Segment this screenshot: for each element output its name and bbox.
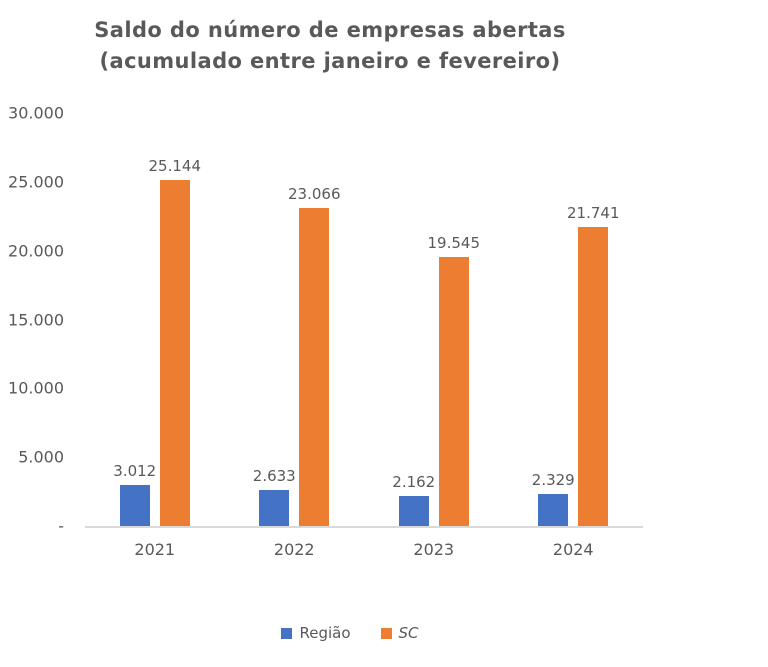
bar-regiao-2021 [119,485,150,526]
bar-label-regiao-2021: 3.012 [113,462,157,480]
y-tick-label: 20.000 [8,241,64,261]
bar-sc-2023 [438,257,469,526]
bar-label-sc-2021: 25.144 [148,157,202,175]
y-tick-label: 5.000 [18,447,64,467]
legend-label-sc: SC [398,624,419,642]
bar-regiao-2024 [538,494,569,526]
x-tick-label-2024: 2024 [552,540,594,559]
bar-regiao-2023 [398,496,429,526]
x-tick-label-2023: 2023 [413,540,455,559]
y-tick-label: - [58,516,64,536]
bar-label-regiao-2024: 2.329 [531,471,575,489]
y-tick-label: 15.000 [8,310,64,329]
bar-sc-2024 [578,227,609,526]
legend: Região SC [0,624,700,642]
x-tick-label-2022: 2022 [273,540,315,559]
chart-title-line2: (acumulado entre janeiro e fevereiro) [99,49,561,73]
bar-label-sc-2023: 19.545 [427,234,481,252]
legend-swatch-sc-icon [380,627,392,639]
legend-item-regiao: Região [281,624,351,642]
y-tick-label: 10.000 [8,378,64,398]
y-tick-label: 25.000 [8,172,64,192]
bar-sc-2022 [299,208,330,526]
legend-item-sc: SC [380,624,419,642]
x-tick-label-2021: 2021 [134,540,176,559]
bar-label-sc-2022: 23.066 [288,185,341,203]
bar-regiao-2022 [259,490,290,526]
bar-sc-2021 [159,180,190,526]
bar-label-regiao-2022: 2.633 [252,467,296,485]
chart-title-line1: Saldo do número de empresas abertas [94,18,566,42]
chart-title: Saldo do número de empresas abertas (acu… [0,15,660,77]
y-axis: 30.000 25.000 20.000 15.000 10.000 5.000 - [0,104,64,536]
bar-label-regiao-2023: 2.162 [392,473,436,491]
bar-label-sc-2024: 21.741 [567,204,620,222]
legend-label-regiao: Região [299,624,351,642]
plot-area: 3.012 25.144 2021 2.633 23.066 2022 2.162 19.54… [85,113,643,559]
legend-swatch-regiao-icon [281,627,293,639]
y-tick-label: 30.000 [8,103,64,123]
